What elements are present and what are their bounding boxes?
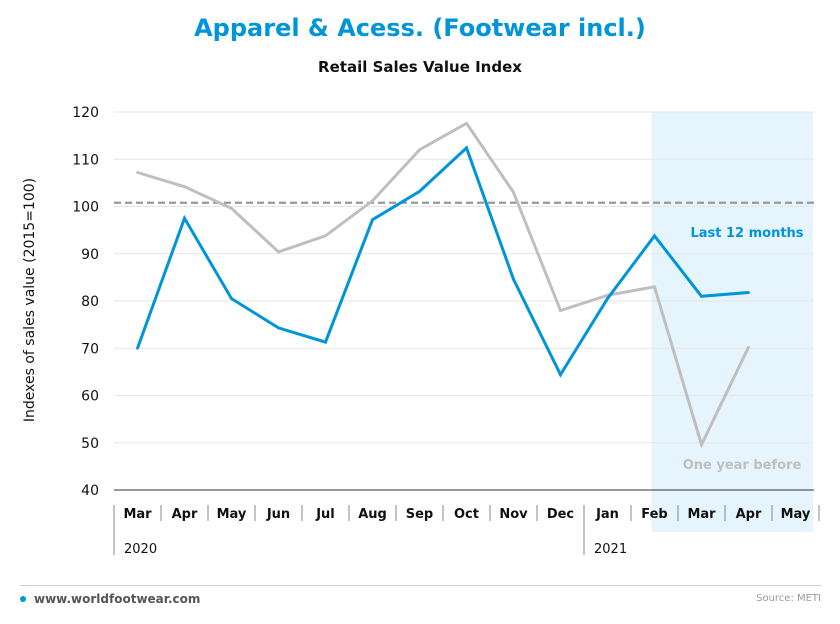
data-point-last12	[136, 346, 139, 350]
data-point-last12	[653, 234, 656, 238]
data-point-yearBefore	[136, 171, 139, 174]
data-point-yearBefore	[559, 309, 562, 312]
data-point-yearBefore	[512, 190, 515, 194]
data-point-last12	[700, 294, 703, 298]
data-point-yearBefore	[371, 199, 374, 203]
x-tick-label: Aug	[358, 507, 387, 522]
y-tick-label: 90	[81, 247, 99, 263]
chart-subtitle: Retail Sales Value Index	[318, 58, 522, 76]
x-tick-label: Oct	[454, 507, 479, 522]
data-point-last12	[559, 373, 562, 377]
y-tick-label: 50	[81, 436, 99, 452]
year-label: 2020	[124, 542, 157, 557]
data-point-yearBefore	[230, 206, 233, 210]
series-line-last12	[136, 145, 749, 378]
y-tick-label: 100	[72, 200, 99, 216]
website-text: www.worldfootwear.com	[34, 592, 201, 606]
data-point-last12	[324, 340, 327, 344]
x-tick-label: Mar	[687, 507, 716, 522]
data-point-yearBefore	[277, 250, 280, 254]
series-label-last12: Last 12 months	[690, 226, 803, 241]
data-point-last12	[371, 218, 374, 222]
x-tick-label: Apr	[736, 507, 762, 522]
x-tick-label: Feb	[641, 507, 667, 522]
x-tick-label: Jul	[315, 507, 335, 522]
chart-title: Apparel & Acess. (Footwear incl.)	[194, 14, 646, 42]
y-tick-label: 40	[81, 483, 99, 499]
series-line-yearBefore	[137, 121, 750, 449]
y-tick-label: 60	[81, 389, 99, 405]
y-tick-label: 120	[72, 105, 99, 121]
footer-source: Source: METI	[756, 593, 821, 604]
footer-website[interactable]: www.worldfootwear.com	[20, 592, 200, 606]
data-point-last12	[183, 216, 186, 220]
x-tick-label: May	[217, 507, 247, 522]
data-point-last12	[277, 326, 280, 330]
x-tick-label: Nov	[499, 507, 528, 522]
x-tick-label: May	[781, 507, 811, 522]
data-point-yearBefore	[418, 148, 421, 152]
series-label-yearbefore: One year before	[683, 458, 802, 473]
data-point-last12	[747, 291, 750, 294]
y-axis-label: Indexes of sales value (2015=100)	[22, 178, 38, 422]
data-point-yearBefore	[183, 185, 186, 189]
data-point-last12	[230, 297, 233, 301]
data-point-yearBefore	[747, 345, 750, 349]
x-tick-label: Jun	[266, 507, 290, 522]
data-point-yearBefore	[700, 443, 703, 447]
x-tick-label: Sep	[406, 507, 434, 522]
data-point-yearBefore	[465, 121, 468, 125]
bullet-dot-icon	[20, 595, 26, 602]
data-point-last12	[465, 146, 468, 150]
x-tick-label: Jan	[595, 507, 619, 522]
highlight-band	[651, 112, 813, 532]
data-point-yearBefore	[324, 234, 327, 238]
y-tick-label: 70	[81, 341, 99, 357]
y-tick-label: 110	[72, 152, 99, 168]
data-point-last12	[512, 277, 515, 281]
year-label: 2021	[594, 542, 627, 557]
x-tick-label: Apr	[172, 507, 198, 522]
x-tick-label: Dec	[547, 507, 574, 522]
y-tick-label: 80	[81, 294, 99, 310]
data-point-last12	[606, 297, 609, 301]
data-point-last12	[418, 189, 421, 193]
footer-divider	[20, 585, 821, 586]
data-point-yearBefore	[653, 285, 656, 289]
x-tick-label: Mar	[123, 507, 152, 522]
